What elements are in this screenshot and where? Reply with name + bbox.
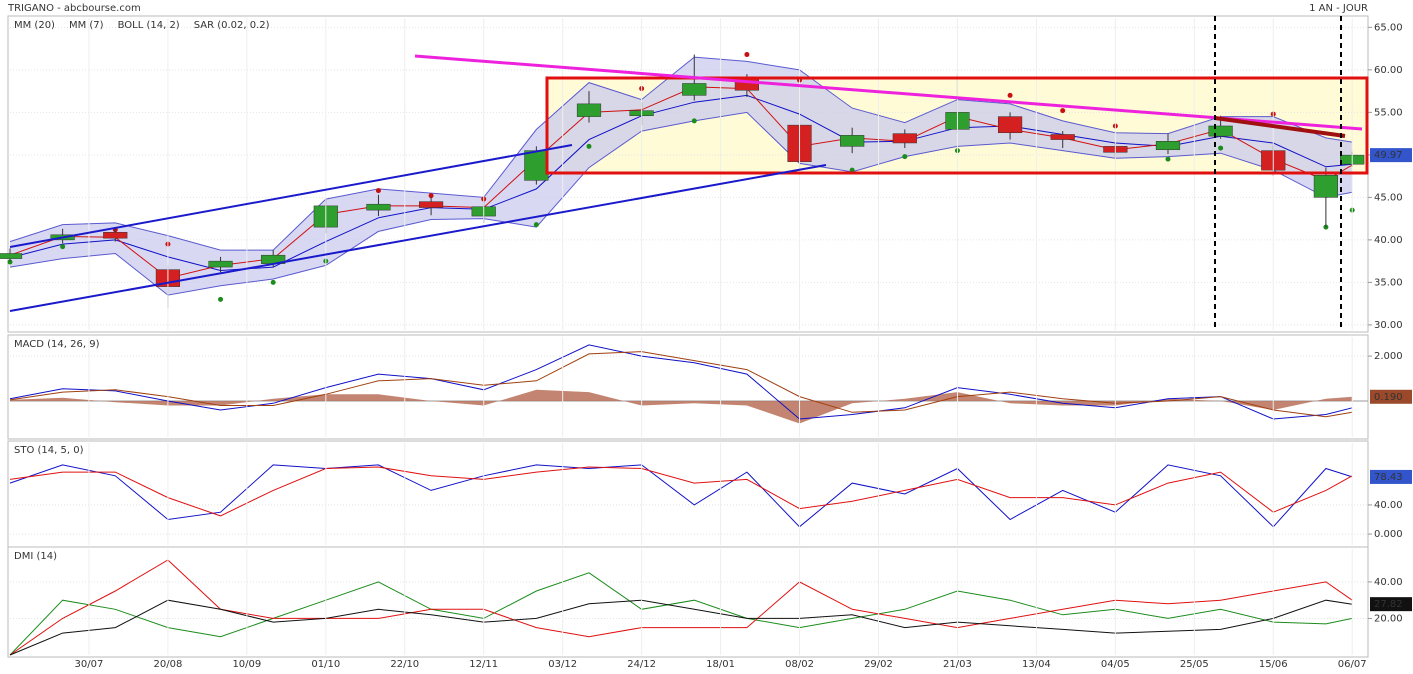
sar-dot	[533, 222, 539, 228]
sar-dot	[586, 143, 592, 149]
indicator-line	[9, 559, 1353, 656]
sar-dot	[744, 52, 750, 58]
sar-dot	[218, 296, 224, 302]
sar-dot	[1007, 92, 1013, 98]
panel-title: MACD (14, 26, 9)	[14, 339, 100, 350]
sar-dot	[1165, 156, 1171, 162]
annotations	[9, 16, 1369, 330]
candle-body	[576, 103, 602, 117]
x-tick-label: 18/01	[706, 659, 735, 670]
trend-line	[1214, 116, 1346, 138]
last-value-label: 78.43	[1374, 472, 1403, 483]
candle-body	[892, 133, 917, 144]
panel-title: STO (14, 5, 0)	[14, 445, 84, 456]
last-value-box	[1370, 148, 1412, 163]
x-tick-label: 10/09	[232, 659, 261, 670]
y-tick-label: 35.00	[1374, 277, 1403, 288]
last-value-label: 0.190	[1374, 392, 1403, 403]
sto-frame	[7, 440, 1369, 548]
x-tick-label: 29/02	[864, 659, 893, 670]
sar-dot	[375, 188, 381, 194]
x-tick-label: 04/05	[1101, 659, 1130, 670]
x-tick-label: 08/02	[785, 659, 814, 670]
last-value-box	[1370, 469, 1412, 484]
sar-dot	[7, 259, 13, 265]
y-tick-label: 40.00	[1374, 577, 1403, 588]
x-tick-label: 25/05	[1180, 659, 1209, 670]
y-tick-label: 20.00	[1374, 613, 1403, 624]
sar-dot	[1218, 145, 1224, 151]
candle-body	[682, 83, 707, 96]
trend-line	[9, 164, 827, 312]
x-tick-label: 12/11	[469, 659, 498, 670]
sar-dot	[428, 193, 434, 199]
y-tick-label: 40.00	[1374, 500, 1403, 511]
panel-title: DMI (14)	[14, 551, 57, 562]
legend-entry: MM (20)	[14, 20, 55, 31]
candle-body	[103, 231, 128, 239]
x-tick-label: 20/08	[153, 659, 182, 670]
x-tick-label: 30/07	[75, 659, 104, 670]
sar-dot	[1060, 108, 1066, 114]
x-tick-label: 22/10	[390, 659, 419, 670]
y-tick-label: 0.000	[1374, 529, 1403, 540]
last-value-label: 27.82	[1374, 599, 1403, 610]
y-tick-label: 65.00	[1374, 22, 1403, 33]
last-value-box	[1370, 597, 1412, 612]
indicator-line	[9, 466, 1353, 517]
candle-body	[1050, 134, 1075, 140]
period: 1 AN - JOUR	[1309, 3, 1368, 14]
candle-body	[208, 260, 233, 268]
dmi-frame	[7, 546, 1369, 658]
range-box	[545, 76, 1369, 175]
sar-dot	[60, 244, 66, 250]
candle-body	[0, 253, 23, 259]
sar-dot	[270, 279, 276, 285]
macd-frame	[7, 334, 1369, 440]
candle-body	[997, 116, 1023, 134]
y-tick-label: 40.00	[1374, 235, 1403, 246]
y-tick-label: 55.00	[1374, 107, 1403, 118]
candle-body	[840, 135, 865, 147]
sar-dot	[902, 154, 908, 160]
x-tick-label: 01/10	[311, 659, 340, 670]
sar-dot	[691, 118, 697, 124]
candle-body	[524, 150, 549, 181]
candle-body	[1313, 175, 1338, 198]
legend-entry: MM (7)	[69, 20, 104, 31]
indicator-line	[9, 464, 1353, 528]
indicator-line	[9, 351, 1353, 418]
candle-body	[1208, 125, 1233, 137]
histogram-area	[10, 389, 1353, 424]
data-layer: 30.0035.0040.0045.0050.0055.0060.0065.00…	[0, 18, 1412, 670]
y-tick-label: 30.00	[1374, 320, 1403, 331]
trend-line	[414, 54, 1363, 131]
last-value-box	[1370, 389, 1412, 404]
legend-entry: SAR (0.02, 0.2)	[194, 20, 270, 31]
chart-title: TRIGANO - abcbourse.com	[7, 3, 141, 14]
y-tick-label: 2.000	[1374, 351, 1403, 362]
trend-line	[9, 144, 573, 248]
x-tick-label: 24/12	[627, 659, 656, 670]
legend-entry: BOLL (14, 2)	[118, 20, 180, 31]
candle-body	[1155, 141, 1181, 151]
x-tick-label: 15/06	[1259, 659, 1288, 670]
last-value-label: 49.97	[1374, 150, 1403, 161]
x-tick-label: 03/12	[548, 659, 577, 670]
y-tick-label: 45.00	[1374, 192, 1403, 203]
indicator-line	[9, 599, 1353, 656]
x-tick-label: 21/03	[943, 659, 972, 670]
y-tick-label: 60.00	[1374, 65, 1403, 76]
x-tick-label: 13/04	[1022, 659, 1051, 670]
candle-body	[366, 203, 391, 211]
sar-dot	[849, 167, 855, 173]
x-tick-label: 06/07	[1338, 659, 1367, 670]
indicator-line	[9, 572, 1353, 656]
candle-body	[418, 201, 444, 208]
